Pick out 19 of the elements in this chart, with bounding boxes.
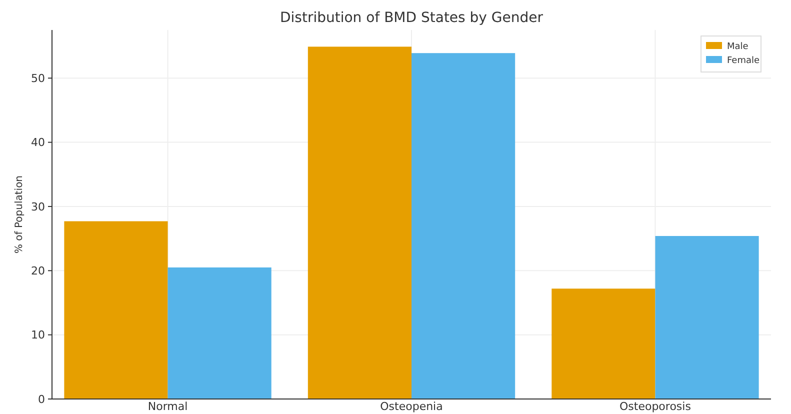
bar <box>412 53 516 399</box>
y-tick-label: 20 <box>31 264 45 278</box>
x-tick-label: Osteopenia <box>380 400 443 413</box>
y-tick-label: 40 <box>31 136 45 150</box>
bar <box>552 288 656 399</box>
bar <box>308 46 412 399</box>
x-tick-label: Osteoporosis <box>620 400 692 413</box>
chart-title: Distribution of BMD States by Gender <box>280 10 544 26</box>
y-axis-title: % of Population <box>14 175 25 254</box>
y-tick-label: 30 <box>31 200 45 214</box>
bar <box>655 236 759 399</box>
x-tick-label: Normal <box>148 400 188 413</box>
legend-label: Male <box>727 42 749 52</box>
y-tick-label: 0 <box>38 392 45 406</box>
bar <box>64 221 168 399</box>
y-tick-label: 50 <box>31 72 45 85</box>
bar <box>168 267 272 399</box>
legend-label: Female <box>727 56 760 66</box>
y-tick-label: 10 <box>31 328 45 342</box>
